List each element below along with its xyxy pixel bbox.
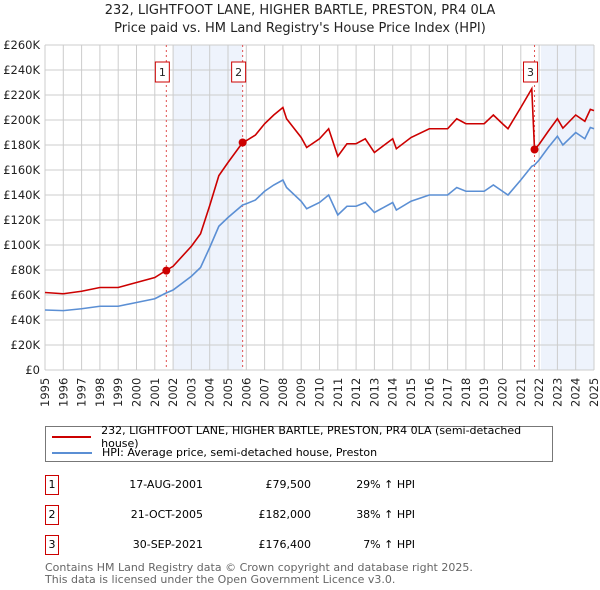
y-tick-label: £40K <box>11 313 41 327</box>
x-tick-label: 2022 <box>532 378 546 407</box>
y-tick-label: £160K <box>3 163 40 177</box>
x-tick-label: 2017 <box>441 378 455 407</box>
chart-title: 232, LIGHTFOOT LANE, HIGHER BARTLE, PRES… <box>104 3 496 18</box>
x-tick-label: 2025 <box>587 378 600 407</box>
x-tick-label: 2011 <box>331 378 345 407</box>
legend: 232, LIGHTFOOT LANE, HIGHER BARTLE, PRES… <box>45 424 553 462</box>
y-tick-label: £180K <box>3 138 40 152</box>
y-tick-label: £220K <box>3 88 40 102</box>
sale-point <box>162 266 171 275</box>
y-tick-label: £80K <box>11 263 41 277</box>
legend-item-hpi: HPI: Average price, semi-detached house,… <box>52 445 377 460</box>
sale-date: 21-OCT-2005 <box>130 508 203 521</box>
legend-swatch-blue <box>52 451 92 454</box>
x-tick-label: 1996 <box>56 378 70 407</box>
shaded-region <box>540 45 594 370</box>
sale-hpi-diff: 7% ↑ HPI <box>363 538 415 551</box>
y-tick-label: £100K <box>3 238 40 252</box>
legend-label: HPI: Average price, semi-detached house,… <box>102 446 378 459</box>
sale-hpi-diff: 29% ↑ HPI <box>356 478 415 491</box>
sale-row: 2 21-OCT-2005 £182,000 38% ↑ HPI <box>45 505 445 525</box>
y-tick-label: £260K <box>3 38 40 52</box>
x-tick-label: 2024 <box>569 378 583 407</box>
x-tick-label: 2001 <box>148 378 162 407</box>
x-tick-label: 2004 <box>203 378 217 407</box>
sale-date: 30-SEP-2021 <box>132 538 203 551</box>
x-tick-label: 1998 <box>93 378 107 407</box>
x-tick-label: 1999 <box>111 378 125 407</box>
x-tick-label: 2006 <box>239 378 253 407</box>
x-tick-label: 1995 <box>38 378 52 407</box>
y-tick-label: £200K <box>3 113 40 127</box>
sale-label: 1 <box>159 66 166 79</box>
sale-price: £79,500 <box>265 478 312 491</box>
series-line-property <box>44 86 595 295</box>
x-tick-label: 2020 <box>496 378 510 407</box>
y-tick-label: £0 <box>25 363 40 377</box>
sale-label: 3 <box>527 66 534 79</box>
footer-licence: This data is licensed under the Open Gov… <box>45 573 396 586</box>
x-tick-label: 2007 <box>258 378 272 407</box>
sale-hpi-diff: 38% ↑ HPI <box>356 508 415 521</box>
sale-date: 17-AUG-2001 <box>129 478 203 491</box>
x-tick-label: 2018 <box>459 378 473 407</box>
series-line-hpi <box>44 126 595 312</box>
sale-row: 1 17-AUG-2001 £79,500 29% ↑ HPI <box>45 475 445 495</box>
x-tick-label: 1997 <box>75 378 89 407</box>
sale-label: 2 <box>235 66 242 79</box>
sale-row: 3 30-SEP-2021 £176,400 7% ↑ HPI <box>45 535 445 555</box>
y-tick-label: £60K <box>11 288 41 302</box>
y-tick-label: £140K <box>3 188 40 202</box>
y-tick-label: £20K <box>11 338 41 352</box>
sale-point <box>238 138 247 147</box>
sale-number-badge: 3 <box>45 535 59 555</box>
x-tick-label: 2015 <box>404 378 418 407</box>
x-tick-label: 2003 <box>184 378 198 407</box>
sale-number-badge: 2 <box>45 505 59 525</box>
x-tick-label: 2009 <box>294 378 308 407</box>
x-tick-label: 2002 <box>166 378 180 407</box>
legend-swatch-red <box>52 435 92 438</box>
sale-price: £176,400 <box>258 538 312 551</box>
sale-label-box <box>231 61 247 83</box>
x-tick-label: 2019 <box>477 378 491 407</box>
legend-label: 232, LIGHTFOOT LANE, HIGHER BARTLE, PRES… <box>101 423 522 450</box>
x-tick-label: 2005 <box>221 378 235 407</box>
legend-item-property: 232, LIGHTFOOT LANE, HIGHER BARTLE, PRES… <box>52 424 552 450</box>
sale-label-box <box>154 61 170 83</box>
shaded-region <box>173 45 243 370</box>
x-tick-label: 2014 <box>386 378 400 407</box>
x-tick-label: 2012 <box>349 378 363 407</box>
y-tick-label: £240K <box>3 63 40 77</box>
sale-price: £182,000 <box>258 508 312 521</box>
x-tick-label: 2010 <box>313 378 327 407</box>
x-tick-label: 2013 <box>367 378 381 407</box>
footer-copyright: Contains HM Land Registry data © Crown c… <box>45 561 473 574</box>
sale-point <box>530 145 539 154</box>
sale-label-box <box>523 61 539 83</box>
x-tick-label: 2016 <box>422 378 436 407</box>
x-tick-label: 2021 <box>514 378 528 407</box>
chart-subtitle: Price paid vs. HM Land Registry's House … <box>114 21 486 36</box>
x-tick-label: 2008 <box>276 378 290 407</box>
x-tick-label: 2000 <box>130 378 144 407</box>
y-tick-label: £120K <box>3 213 40 227</box>
x-tick-label: 2023 <box>550 378 564 407</box>
sale-number-badge: 1 <box>45 475 59 495</box>
plot-area: 1995 1996 1997 1998 1999 2000 2001 2002 2003 2004… <box>3 38 600 407</box>
